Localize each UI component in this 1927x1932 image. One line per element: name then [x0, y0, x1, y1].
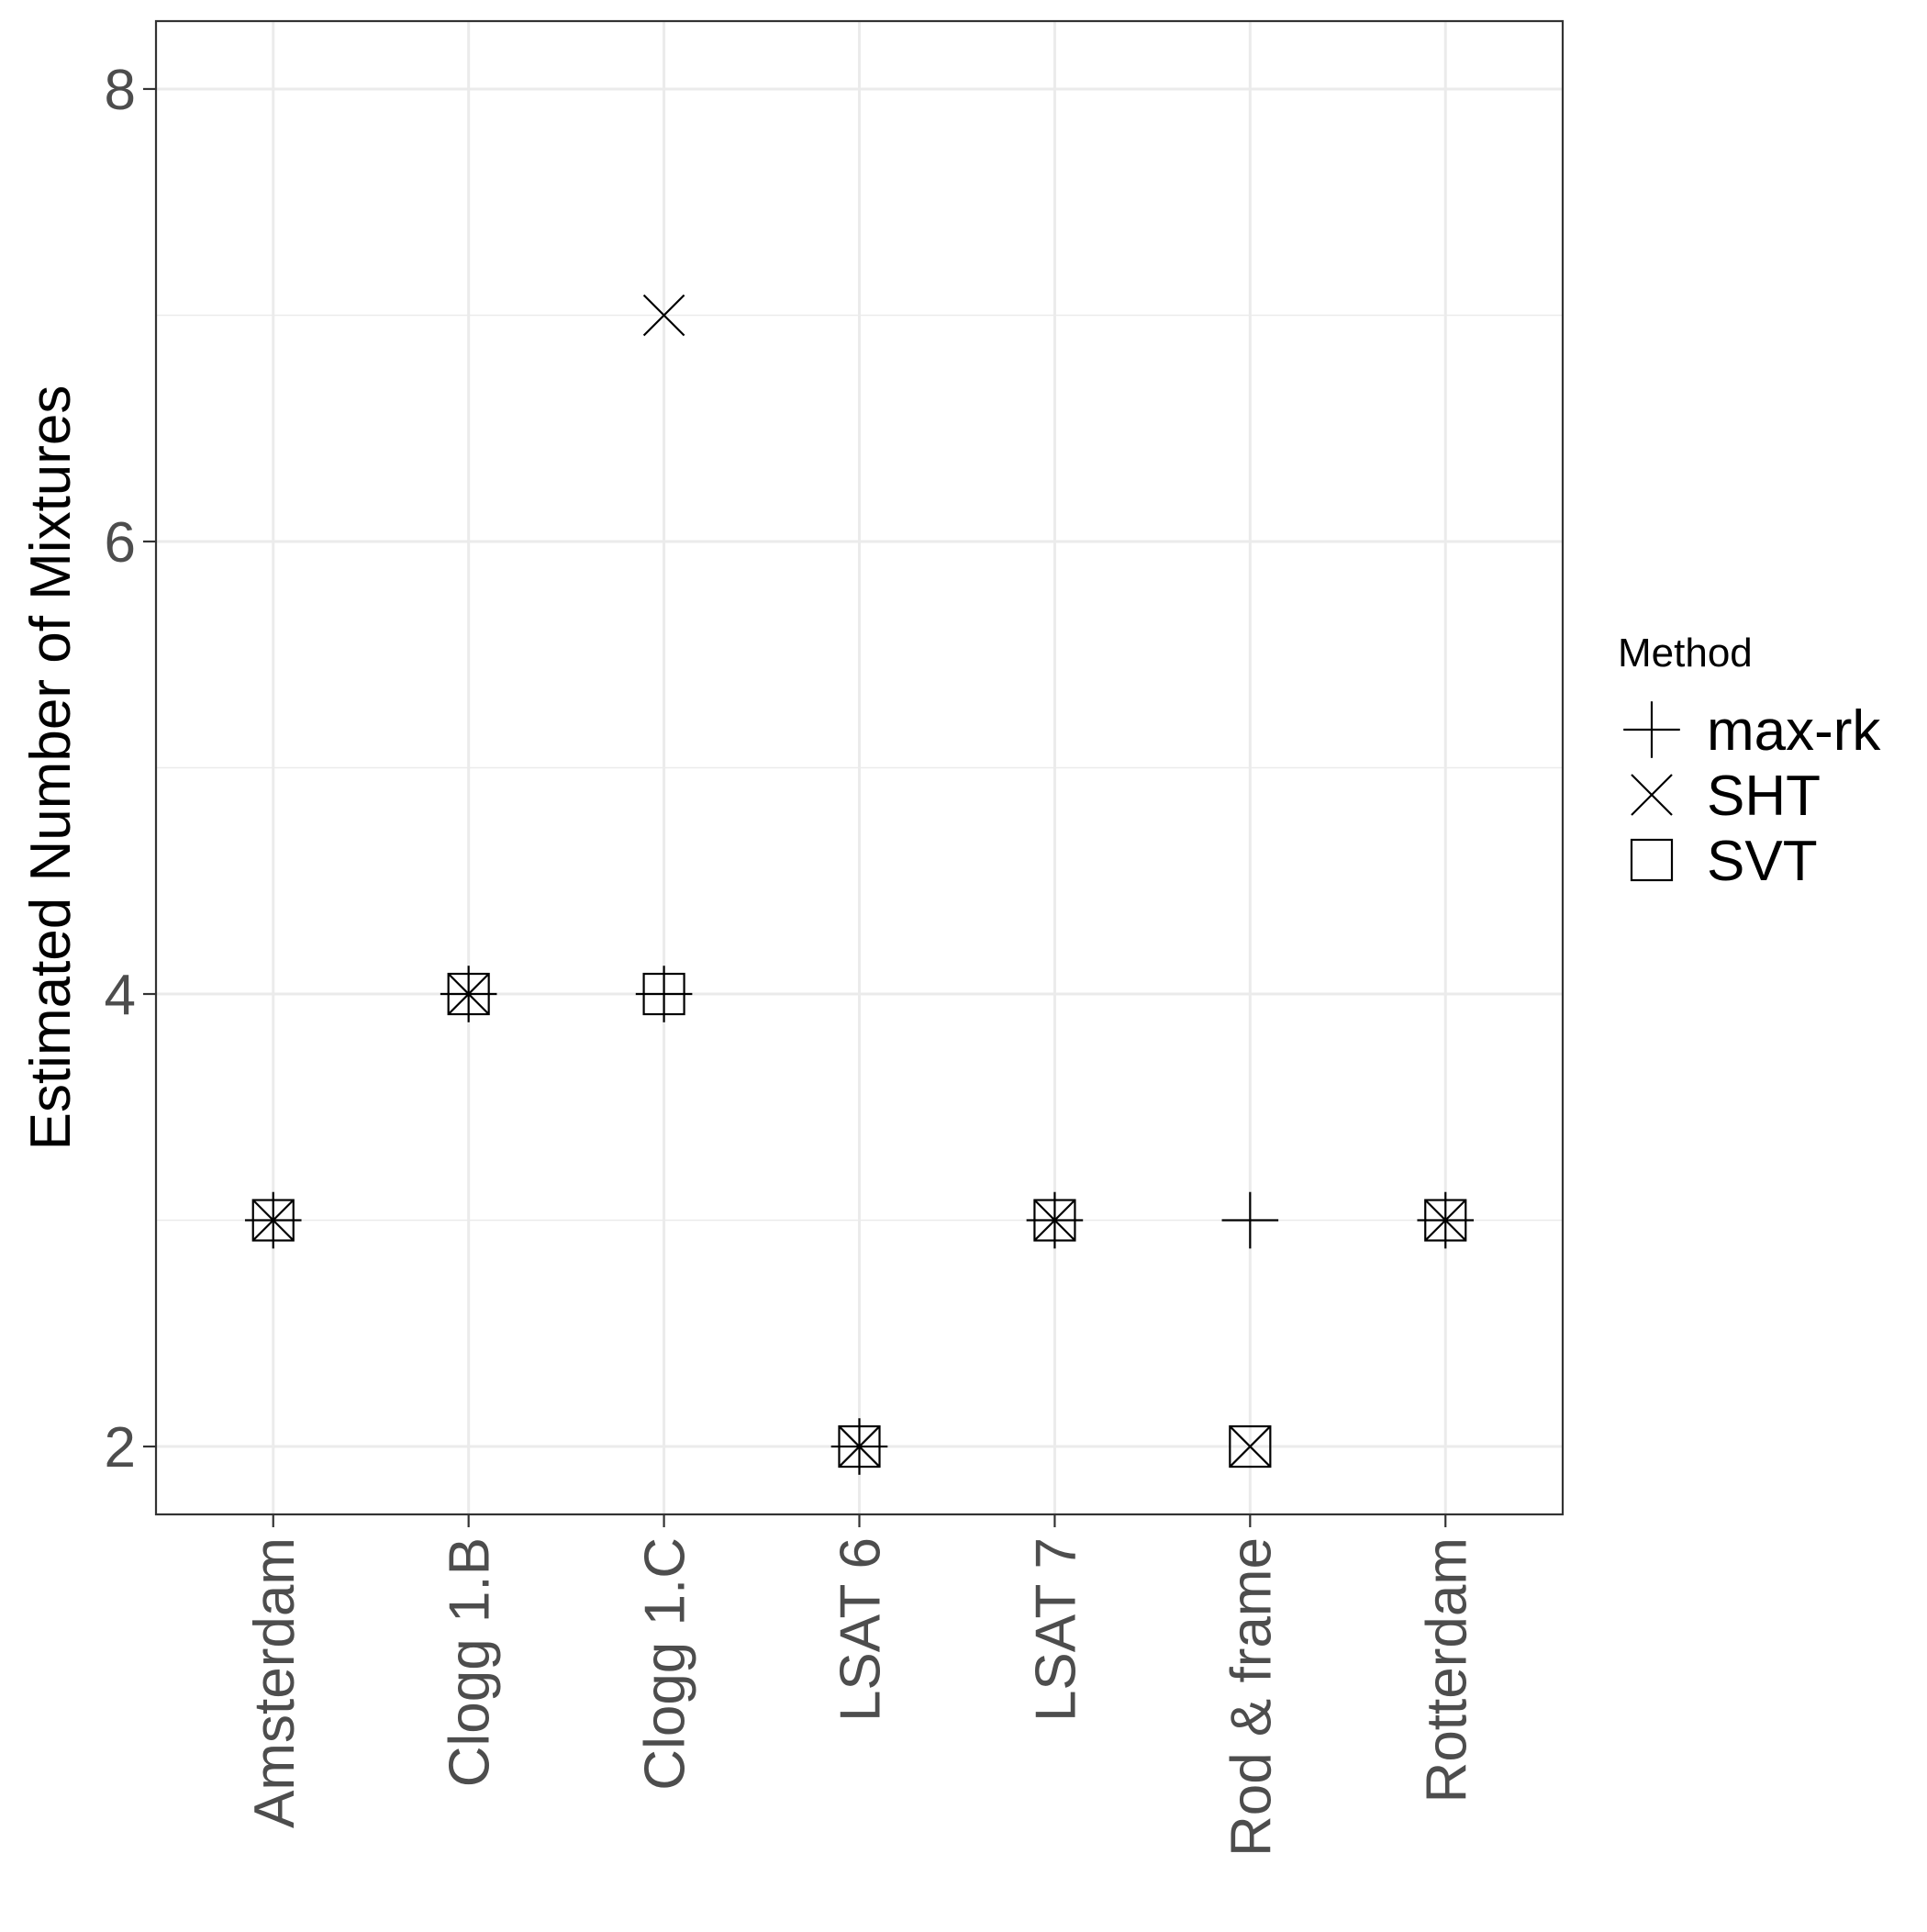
- marks-layer: [244, 294, 1475, 1475]
- data-point-SHT: [1424, 1199, 1467, 1242]
- x-tick-label: Clogg 1.C: [634, 1537, 697, 1791]
- cross-stroke: [1424, 1199, 1467, 1242]
- y-tick-label: 4: [105, 964, 136, 1027]
- data-point-SHT: [1033, 1199, 1076, 1242]
- data-point-SHT: [447, 973, 490, 1015]
- legend-title: Method: [1618, 631, 1753, 676]
- data-point-SHT: [251, 1199, 295, 1242]
- y-axis-title: Estimated Number of Mixtures: [19, 385, 83, 1151]
- y-tick-label: 8: [105, 59, 136, 122]
- square-outline: [1424, 1199, 1467, 1242]
- data-point-SVT: [838, 1424, 881, 1469]
- legend-label: max-rk: [1707, 699, 1881, 763]
- data-point-SVT: [642, 972, 685, 1016]
- square-outline: [447, 972, 490, 1016]
- square-outline: [642, 972, 685, 1016]
- cross-stroke: [642, 294, 685, 337]
- data-point-SVT: [251, 1199, 295, 1242]
- square-outline: [838, 1424, 881, 1469]
- cross-stroke: [251, 1199, 295, 1242]
- x-tick-label: Amsterdam: [243, 1537, 306, 1828]
- legend-key-SVT: [1630, 838, 1674, 882]
- data-point-SHT: [1229, 1425, 1272, 1468]
- legend-key-max-rk: [1623, 701, 1680, 758]
- square-outline: [1630, 838, 1674, 882]
- y-tick-label: 2: [105, 1416, 136, 1480]
- cross-stroke: [1033, 1199, 1076, 1242]
- data-point-SVT: [447, 972, 490, 1016]
- square-outline: [1229, 1424, 1272, 1469]
- legend-label: SHT: [1707, 765, 1821, 828]
- data-point-max-rk: [1221, 1191, 1279, 1249]
- square-outline: [251, 1199, 295, 1242]
- grid-layer: [156, 21, 1563, 1514]
- data-point-SVT: [1033, 1199, 1076, 1242]
- legend-item: SVT: [1630, 830, 1818, 893]
- legend-item: max-rk: [1623, 699, 1881, 763]
- axis-layer: 2 4 6 8 Amsterdam Clogg 1.B Clogg 1.C LSAT 6 LSA…: [105, 59, 1479, 1857]
- x-tick-label: Clogg 1.B: [439, 1537, 502, 1787]
- x-tick-label: LSAT 7: [1024, 1537, 1087, 1722]
- data-point-max-rk: [635, 966, 693, 1022]
- legend-label: SVT: [1707, 830, 1818, 893]
- cross-stroke: [1229, 1425, 1272, 1468]
- x-tick-label: LSAT 6: [830, 1537, 893, 1722]
- data-point-SHT: [642, 294, 685, 337]
- series-SHT: [251, 294, 1467, 1468]
- square-outline: [1033, 1199, 1076, 1242]
- data-point-SVT: [1424, 1199, 1467, 1242]
- legend-key-SHT: [1631, 774, 1673, 816]
- data-point-SHT: [838, 1425, 881, 1468]
- x-tick-label: Rod & frame: [1220, 1537, 1283, 1857]
- x-tick-label: Rotterdam: [1415, 1537, 1478, 1803]
- data-point-SVT: [1229, 1424, 1272, 1469]
- y-tick-label: 6: [105, 511, 136, 575]
- cross-stroke: [838, 1425, 881, 1468]
- legend-item: SHT: [1631, 765, 1821, 828]
- series-SVT: [251, 972, 1467, 1469]
- cross-stroke: [1631, 774, 1673, 816]
- cross-stroke: [447, 973, 490, 1015]
